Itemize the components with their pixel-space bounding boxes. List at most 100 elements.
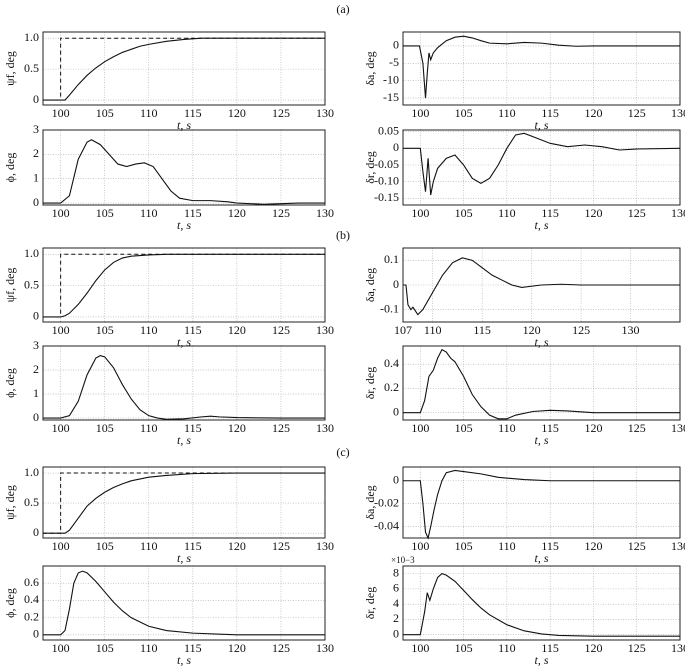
- y-tick-label: 0: [393, 277, 399, 291]
- y-tick-label: 8: [393, 565, 399, 579]
- y-tick-label: 0: [393, 140, 399, 154]
- x-tick-label: 105: [96, 539, 114, 553]
- y-tick-label: 1: [33, 170, 39, 184]
- data-line: [43, 355, 325, 420]
- y-tick-label: -5: [389, 55, 399, 69]
- x-axis-label: t, s: [177, 335, 191, 349]
- x-tick-label: 115: [184, 206, 202, 220]
- x-tick-label: 130: [316, 539, 334, 553]
- y-tick-label: 0: [393, 472, 399, 486]
- y-tick-label: 1.0: [24, 246, 39, 260]
- x-tick-label: 125: [272, 106, 290, 120]
- x-tick-label: 120: [228, 641, 246, 655]
- data-line: [43, 570, 325, 636]
- data-line: [403, 573, 680, 637]
- y-axis-label: δa, deg: [363, 485, 377, 519]
- x-tick-label: 110: [140, 539, 158, 553]
- y-tick-label: 0.05: [378, 123, 399, 137]
- y-tick-label: 6: [393, 581, 399, 595]
- data-line: [43, 253, 325, 318]
- x-tick-label: 130: [316, 641, 334, 655]
- x-tick-label: 120: [228, 106, 246, 120]
- x-axis-label: t, s: [534, 433, 548, 447]
- x-tick-label: 100: [52, 323, 70, 337]
- y-axis-label: ϕ, deg: [3, 588, 17, 618]
- x-tick-label: 125: [628, 641, 646, 655]
- plot-frame: [402, 345, 681, 421]
- y-tick-label: 0.1: [384, 252, 399, 266]
- x-tick-label: 100: [52, 421, 70, 435]
- x-axis-label: t, s: [177, 653, 191, 667]
- plot-frame: [42, 345, 326, 421]
- x-tick-label: 110: [498, 106, 516, 120]
- y-tick-label: 0.5: [24, 277, 39, 291]
- y-tick-label: -0.04: [374, 518, 399, 532]
- x-tick-label: 110: [498, 421, 516, 435]
- x-tick-label: 125: [272, 323, 290, 337]
- x-tick-label: 115: [184, 106, 202, 120]
- y-axis-label: δa, deg: [363, 268, 377, 302]
- data-line: [403, 257, 680, 316]
- y-tick-label: 0.2: [24, 609, 39, 623]
- y-tick-label: 3: [33, 338, 39, 352]
- x-tick-label: 110: [140, 421, 158, 435]
- x-tick-label: 100: [411, 641, 429, 655]
- x-tick-label: 100: [52, 106, 70, 120]
- y-tick-label: 0: [393, 626, 399, 640]
- y-axis-label: δr, deg: [363, 151, 377, 184]
- x-tick-label: 120: [228, 206, 246, 220]
- x-tick-label: 110: [424, 323, 442, 337]
- x-tick-label: 115: [541, 206, 559, 220]
- reference-line: [43, 472, 325, 534]
- plot-frame: [402, 129, 681, 206]
- plot-frame: [402, 31, 681, 106]
- x-tick-label: 130: [316, 323, 334, 337]
- x-tick-label: 130: [316, 421, 334, 435]
- x-tick-label: 100: [411, 539, 429, 553]
- y-tick-label: 0: [33, 195, 39, 209]
- x-tick-label: 120: [584, 641, 602, 655]
- x-tick-label: 115: [541, 539, 559, 553]
- x-tick-label: 115: [184, 539, 202, 553]
- data-line: [403, 35, 680, 99]
- x-tick-label: 125: [628, 421, 646, 435]
- x-tick-label: 130: [671, 106, 685, 120]
- y-axis-label: ψf, deg: [3, 485, 17, 520]
- panel-label: (c): [336, 445, 349, 459]
- y-axis-label: ψf, deg: [3, 268, 17, 303]
- x-tick-label: 130: [316, 206, 334, 220]
- x-tick-label: 120: [228, 421, 246, 435]
- y-tick-label: 0.5: [24, 61, 39, 75]
- x-tick-label: 105: [455, 539, 473, 553]
- y-tick-label: 0: [33, 92, 39, 106]
- data-line: [403, 469, 680, 540]
- x-tick-label: 120: [523, 323, 541, 337]
- y-axis-label: δa, deg: [363, 51, 377, 85]
- x-tick-label: 107: [394, 323, 412, 337]
- x-tick-label: 105: [455, 206, 473, 220]
- x-tick-label: 125: [628, 206, 646, 220]
- x-tick-label: 105: [455, 421, 473, 435]
- x-tick-label: 100: [411, 206, 429, 220]
- y-tick-label: 0: [393, 404, 399, 418]
- y-tick-label: 0.4: [384, 356, 399, 370]
- x-tick-label: 110: [498, 539, 516, 553]
- y-tick-label: 1: [33, 386, 39, 400]
- x-axis-label: t, s: [534, 335, 548, 349]
- x-tick-label: 125: [272, 206, 290, 220]
- panel-label: (a): [336, 2, 349, 16]
- x-tick-label: 125: [272, 539, 290, 553]
- y-tick-label: 2: [33, 362, 39, 376]
- y-tick-label: 0: [33, 410, 39, 424]
- data-line: [43, 472, 325, 534]
- y-tick-label: 0: [393, 38, 399, 52]
- y-tick-label: 4: [393, 596, 399, 610]
- x-tick-label: 110: [498, 641, 516, 655]
- x-tick-label: 115: [184, 641, 202, 655]
- x-axis-label: t, s: [534, 218, 548, 232]
- x-tick-label: 120: [584, 539, 602, 553]
- x-tick-label: 120: [584, 421, 602, 435]
- x-tick-label: 130: [622, 323, 640, 337]
- x-tick-label: 125: [272, 641, 290, 655]
